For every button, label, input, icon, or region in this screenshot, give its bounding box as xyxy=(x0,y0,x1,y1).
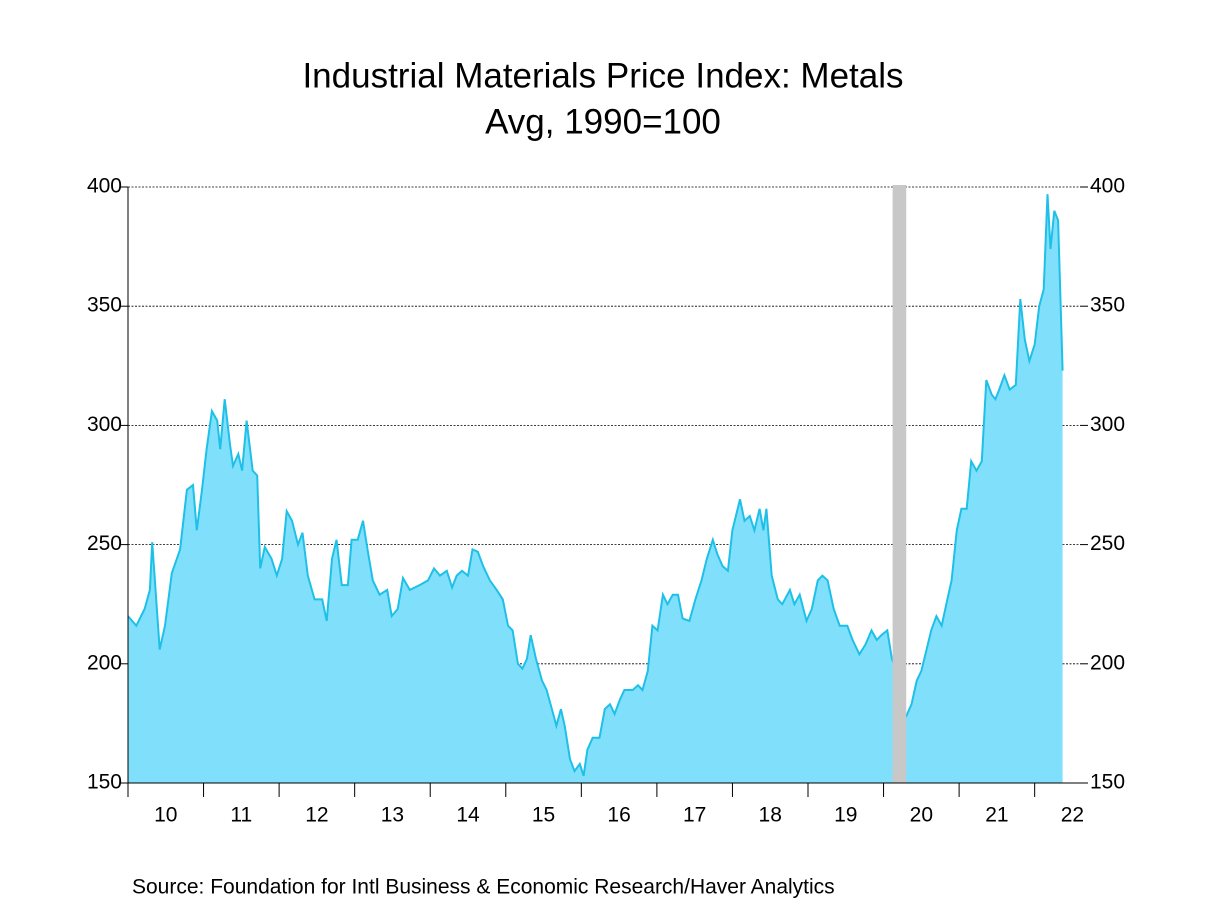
x-tick-label: 21 xyxy=(985,804,1008,827)
x-tick-label: 13 xyxy=(381,804,404,827)
x-tick-label: 20 xyxy=(910,804,933,827)
x-tick-label: 14 xyxy=(456,804,480,827)
x-tick-label: 11 xyxy=(230,804,252,827)
x-tick-label: 17 xyxy=(683,804,706,827)
y2-tick-label: 350 xyxy=(1090,294,1125,317)
x-tick-label: 16 xyxy=(607,804,630,827)
y-tick-label: 200 xyxy=(87,651,122,674)
chart-subtitle: Avg, 1990=100 xyxy=(485,102,721,141)
y-tick-label: 350 xyxy=(87,294,122,317)
x-tick-label: 19 xyxy=(834,804,857,827)
x-tick-label: 22 xyxy=(1061,804,1084,827)
area xyxy=(128,194,1063,783)
y-tick-label: 150 xyxy=(87,771,122,794)
line xyxy=(127,194,1064,777)
y-tick-label: 400 xyxy=(87,175,122,198)
x-tick-label: 12 xyxy=(305,804,328,827)
y2-tick-label: 300 xyxy=(1090,413,1125,436)
chart-title: Industrial Materials Price Index: Metals xyxy=(302,56,903,95)
x-tick-label: 10 xyxy=(154,804,177,827)
y2-tick-label: 150 xyxy=(1090,771,1125,794)
y2-tick-label: 200 xyxy=(1090,651,1125,674)
source-note: Source: Foundation for Intl Business & E… xyxy=(132,876,835,899)
y2-tick-label: 250 xyxy=(1090,532,1125,555)
y2-tick-label: 400 xyxy=(1090,175,1125,198)
y-tick-label: 250 xyxy=(87,532,122,555)
x-tick-label: 15 xyxy=(532,804,555,827)
x-tick-label: 18 xyxy=(759,804,782,827)
recession-shading xyxy=(892,185,907,783)
y-tick-label: 300 xyxy=(87,413,122,436)
